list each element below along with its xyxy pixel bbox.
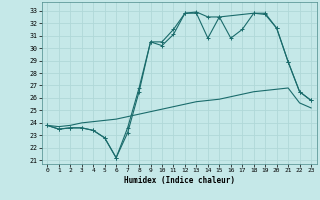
X-axis label: Humidex (Indice chaleur): Humidex (Indice chaleur) — [124, 176, 235, 185]
